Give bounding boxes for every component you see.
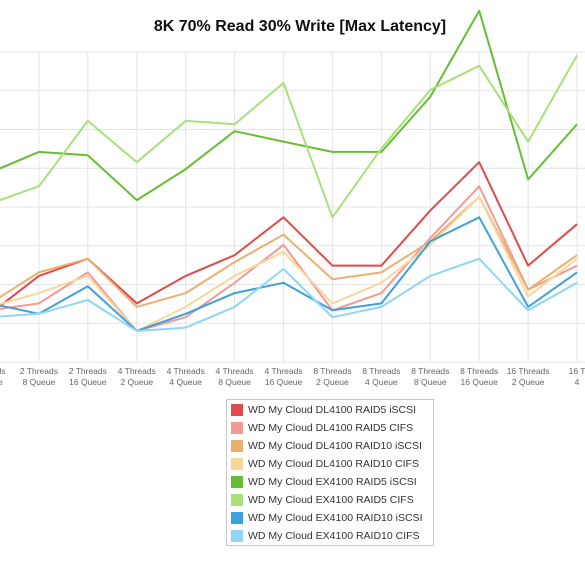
x-tick-label: 4 Threads bbox=[264, 366, 302, 376]
legend-swatch bbox=[231, 422, 243, 434]
legend-label: WD My Cloud DL4100 RAID10 iSCSI bbox=[248, 440, 422, 452]
x-tick-label: 8 Threads bbox=[362, 366, 400, 376]
x-tick-label: 16 T bbox=[569, 366, 585, 376]
legend-label: WD My Cloud EX4100 RAID10 iSCSI bbox=[248, 512, 423, 524]
x-tick-label: 8 Queue bbox=[218, 377, 251, 387]
legend-swatch bbox=[231, 512, 243, 524]
legend-label: WD My Cloud EX4100 RAID5 iSCSI bbox=[248, 476, 417, 488]
legend-swatch bbox=[231, 458, 243, 470]
x-tick-label: Queue bbox=[0, 377, 3, 387]
legend-item: WD My Cloud DL4100 RAID5 iSCSI bbox=[231, 401, 416, 419]
legend-label: WD My Cloud DL4100 RAID5 CIFS bbox=[248, 422, 414, 434]
x-tick-label: 8 Threads bbox=[411, 366, 449, 376]
x-tick-label: 8 Queue bbox=[414, 377, 447, 387]
series-line-2 bbox=[0, 185, 578, 332]
legend-item: WD My Cloud EX4100 RAID5 CIFS bbox=[231, 491, 414, 509]
x-tick-label: 8 Threads bbox=[313, 366, 351, 376]
x-tick-label: 16 Queue bbox=[265, 377, 303, 387]
legend-label: WD My Cloud DL4100 RAID5 iSCSI bbox=[248, 404, 417, 416]
series-line-4 bbox=[0, 195, 578, 332]
x-tick-label: 4 Threads bbox=[216, 366, 254, 376]
chart-title: 8K 70% Read 30% Write [Max Latency] bbox=[153, 18, 447, 35]
x-tick-label: 4 Threads bbox=[118, 366, 156, 376]
legend: WD My Cloud DL4100 RAID5 iSCSI WD My Clou… bbox=[226, 399, 434, 546]
x-tick-label: 2 Threads bbox=[20, 366, 58, 376]
legend-swatch bbox=[231, 404, 243, 416]
legend-label: WD My Cloud EX4100 RAID10 CIFS bbox=[248, 530, 420, 542]
legend-swatch bbox=[231, 476, 243, 488]
legend-swatch bbox=[231, 440, 243, 452]
series-line-5 bbox=[0, 9, 578, 202]
legend-item: WD My Cloud EX4100 RAID10 CIFS bbox=[231, 527, 420, 545]
x-tick-label: 2 Threads bbox=[69, 366, 107, 376]
legend-swatch bbox=[231, 530, 243, 542]
x-tick-label: 2 Queue bbox=[316, 377, 349, 387]
legend-item: WD My Cloud DL4100 RAID5 CIFS bbox=[231, 419, 413, 437]
legend-swatch bbox=[231, 494, 243, 506]
gridlines bbox=[0, 51, 585, 363]
x-tick-label: 4 Queue bbox=[365, 377, 398, 387]
x-tick-label: 4 Queue bbox=[169, 377, 202, 387]
legend-item: WD My Cloud EX4100 RAID10 iSCSI bbox=[231, 509, 422, 527]
x-tick-label: 4 bbox=[575, 377, 580, 387]
series-line-7 bbox=[0, 216, 578, 332]
x-tick-label: 16 Threads bbox=[507, 366, 550, 376]
x-tick-label: Threads bbox=[0, 366, 6, 376]
x-tick-label: 4 Threads bbox=[167, 366, 205, 376]
x-tick-label: 2 Queue bbox=[120, 377, 153, 387]
legend-label: WD My Cloud EX4100 RAID5 CIFS bbox=[248, 494, 414, 506]
series-lines bbox=[0, 9, 578, 332]
series-line-8 bbox=[0, 257, 578, 332]
legend-item: WD My Cloud EX4100 RAID5 iSCSI bbox=[231, 473, 417, 491]
x-tick-label: 2 Queue bbox=[512, 377, 545, 387]
legend-item: WD My Cloud DL4100 RAID10 iSCSI bbox=[231, 437, 422, 455]
x-tick-label: 8 Queue bbox=[23, 377, 56, 387]
x-tick-label: 8 Threads bbox=[460, 366, 498, 376]
series-line-6 bbox=[0, 54, 578, 219]
x-tick-label: 16 Queue bbox=[69, 377, 107, 387]
legend-label: WD My Cloud DL4100 RAID10 CIFS bbox=[248, 458, 419, 470]
legend-item: WD My Cloud DL4100 RAID10 CIFS bbox=[231, 455, 419, 473]
x-tick-label: 16 Queue bbox=[461, 377, 499, 387]
